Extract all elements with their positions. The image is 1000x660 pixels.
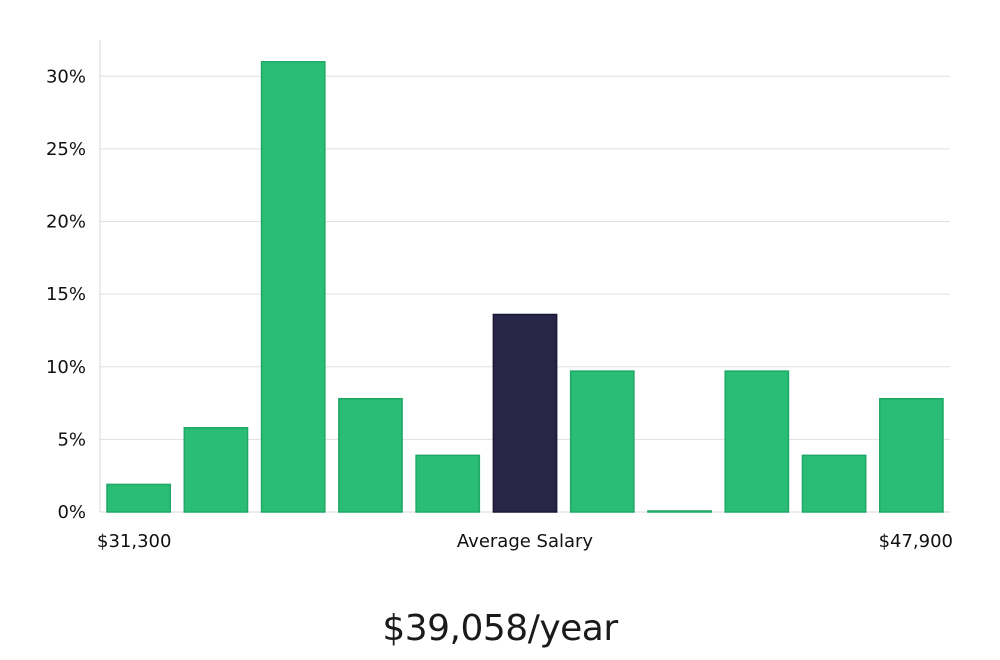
bar [569,370,635,513]
y-tick-label: 25% [46,139,86,160]
bar [724,370,790,513]
y-axis-tick-labels: 0% 5% 10% 15% 20% 25% 30% [46,66,86,523]
y-tick-label: 0% [57,502,86,523]
x-axis-title: Average Salary [457,531,594,552]
bar [338,397,403,513]
highlighted-bar [492,313,558,513]
bar [106,483,172,513]
x-axis-max-label: $47,900 [879,531,953,552]
average-salary-value: $39,058/year [382,608,618,649]
bar [647,510,712,513]
salary-histogram-chart: 0% 5% 10% 15% 20% 25% 30% $31,300 Average Sala… [46,40,953,552]
bar [878,397,944,513]
bar [183,427,249,513]
y-tick-label: 15% [46,284,86,305]
bar [415,454,481,513]
y-tick-label: 20% [46,212,86,233]
bar [801,454,867,513]
y-tick-label: 10% [46,357,86,378]
bars [106,61,944,513]
y-tick-label: 30% [46,66,86,87]
x-axis-min-label: $31,300 [97,531,171,552]
y-tick-label: 5% [57,429,86,450]
bar [260,61,326,513]
